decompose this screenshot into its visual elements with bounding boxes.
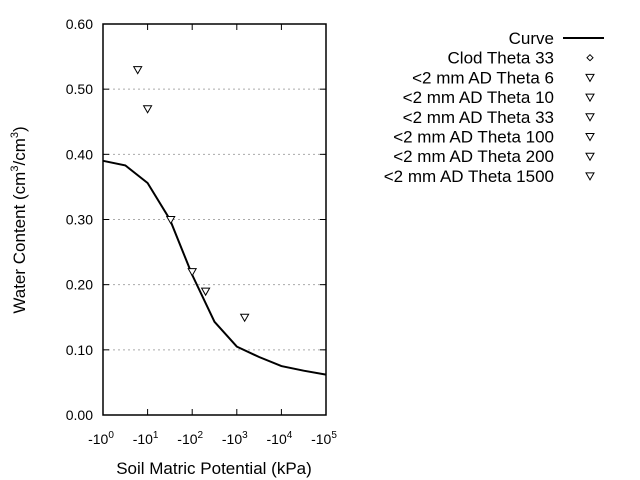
legend-marker — [586, 53, 594, 62]
y-tick-label: 0.00 — [66, 407, 93, 423]
legend-marker — [585, 172, 595, 181]
data-point — [200, 287, 211, 297]
x-tick-labels: -100 -101 -102 -103 -104 -105 — [88, 430, 337, 447]
legend-label: Clod Theta 33 — [448, 49, 554, 68]
x-axis-label: Soil Matric Potential (kPa) — [116, 459, 312, 478]
curve-line — [102, 159, 327, 376]
grid — [103, 88, 326, 351]
data-point — [165, 216, 176, 225]
x-tick-label: -100 — [88, 430, 114, 447]
legend-label: <2 mm AD Theta 6 — [412, 68, 554, 87]
y-tick-label: 0.10 — [66, 342, 93, 358]
x-tick-label: -103 — [222, 430, 248, 447]
legend-marker — [585, 73, 595, 83]
y-tick-label: 0.40 — [66, 146, 93, 162]
legend-marker — [585, 152, 595, 162]
legend-marker — [585, 113, 595, 122]
x-tick-label: -102 — [177, 430, 203, 447]
y-tick-label: 0.30 — [66, 212, 93, 228]
legend-label: <2 mm AD Theta 100 — [393, 128, 554, 147]
y-tick-label: 0.50 — [66, 81, 93, 97]
legend-label: <2 mm AD Theta 1500 — [384, 167, 554, 186]
legend-marker — [585, 133, 595, 142]
data-points — [132, 66, 250, 323]
y-tick-label: 0.20 — [66, 277, 93, 293]
data-point — [132, 66, 143, 75]
y-axis-label: Water Content (cm3/cm3) — [9, 126, 29, 313]
legend-label: <2 mm AD Theta 10 — [403, 88, 554, 107]
data-point — [187, 268, 198, 277]
ticks — [102, 23, 327, 416]
legend-label: <2 mm AD Theta 33 — [403, 108, 554, 127]
x-tick-label: -105 — [311, 430, 337, 447]
y-tick-label: 0.60 — [66, 16, 93, 32]
legend-marker — [585, 93, 595, 103]
data-point — [239, 313, 250, 323]
data-point — [142, 105, 153, 114]
y-tick-labels: 0.00 0.10 0.20 0.30 0.40 0.50 0.60 — [66, 16, 93, 423]
x-tick-label: -104 — [267, 430, 293, 447]
x-tick-label: -101 — [133, 430, 159, 447]
legend-label: Curve — [509, 29, 554, 48]
legend-label: <2 mm AD Theta 200 — [393, 147, 554, 166]
